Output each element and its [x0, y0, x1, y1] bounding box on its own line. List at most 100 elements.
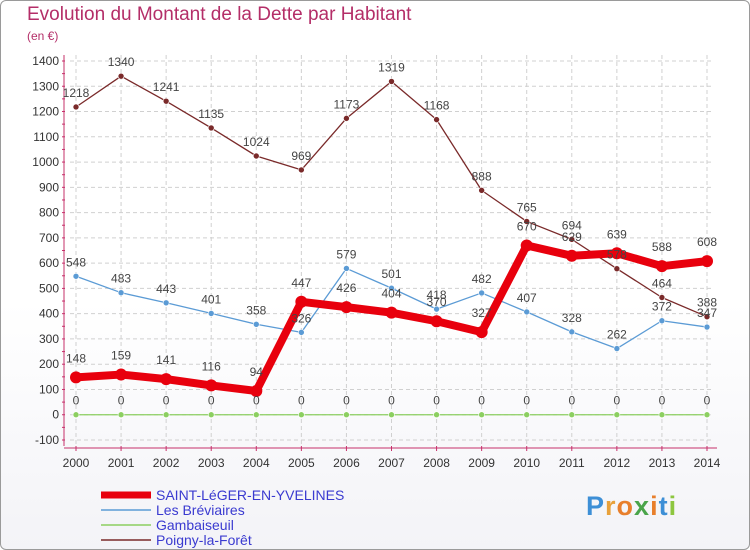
- data-label: 443: [156, 282, 176, 296]
- data-point: [565, 249, 578, 262]
- x-tick-label: 2011: [559, 456, 585, 470]
- data-label: 326: [291, 311, 311, 325]
- data-label: 765: [517, 200, 537, 214]
- logo-letter: x: [634, 491, 651, 521]
- x-tick-label: 2008: [423, 456, 450, 470]
- data-label: 426: [336, 281, 356, 295]
- data-label: 501: [381, 267, 401, 281]
- logo-letter: o: [616, 491, 635, 521]
- data-point: [613, 265, 621, 272]
- data-label: 0: [704, 394, 711, 408]
- data-point: [162, 299, 170, 307]
- data-point: [207, 310, 215, 317]
- data-label: 0: [163, 394, 170, 408]
- data-point: [388, 411, 395, 419]
- data-point: [703, 411, 711, 419]
- data-point: [613, 411, 621, 419]
- data-label: 1319: [378, 60, 405, 74]
- logo-letter: P: [586, 491, 606, 521]
- data-label: 388: [697, 296, 717, 310]
- data-label: 482: [472, 272, 492, 286]
- legend-label: SAINT-LéGER-EN-YVELINES: [156, 487, 344, 503]
- data-point: [520, 239, 533, 252]
- data-point: [523, 308, 531, 316]
- data-label: 629: [562, 230, 582, 244]
- data-label: 0: [343, 394, 350, 408]
- data-point: [658, 317, 666, 325]
- logo-letter: i: [668, 491, 678, 521]
- data-point: [658, 411, 666, 419]
- data-label: 372: [652, 300, 672, 314]
- data-point: [205, 379, 218, 392]
- data-point: [160, 373, 173, 386]
- y-tick-label: 700: [39, 231, 59, 245]
- data-label: 483: [111, 272, 131, 286]
- data-point: [523, 218, 531, 225]
- x-tick-label: 2013: [649, 456, 676, 470]
- y-tick-label: 800: [39, 206, 59, 220]
- axes: -100010020030040050060070080090010001100…: [32, 54, 720, 470]
- data-point: [613, 345, 621, 352]
- x-tick-label: 2009: [468, 456, 495, 470]
- data-point: [295, 295, 308, 308]
- data-point: [162, 97, 170, 105]
- data-label: 588: [652, 240, 672, 254]
- data-label: 1241: [153, 80, 180, 94]
- data-label: 0: [253, 394, 260, 408]
- data-point: [250, 384, 263, 397]
- data-point: [701, 255, 713, 268]
- data-point: [388, 78, 395, 85]
- x-tick-label: 2014: [694, 456, 721, 470]
- data-label: 0: [388, 394, 395, 408]
- x-tick-label: 2002: [153, 456, 180, 470]
- data-label: 328: [562, 311, 582, 325]
- data-label: 94: [250, 365, 264, 379]
- data-point: [385, 306, 398, 319]
- data-point: [568, 411, 576, 419]
- data-label: 0: [478, 394, 485, 408]
- x-tick-label: 2004: [243, 456, 270, 470]
- y-tick-label: 200: [39, 357, 59, 371]
- data-point: [72, 411, 80, 419]
- logo-letter: r: [605, 491, 617, 521]
- data-label: 0: [614, 394, 621, 408]
- data-point: [117, 72, 125, 80]
- y-tick-label: 1100: [33, 130, 59, 144]
- data-label: 370: [427, 295, 447, 309]
- y-tick-label: 1400: [32, 54, 59, 68]
- x-tick-label: 2006: [333, 456, 360, 470]
- data-label: 578: [607, 248, 627, 262]
- data-point: [343, 265, 350, 272]
- data-label: 0: [208, 394, 215, 408]
- data-point: [252, 152, 260, 160]
- data-label: 464: [652, 276, 672, 290]
- proxiti-logo: Proxiti: [586, 491, 677, 522]
- y-tick-label: 1200: [32, 105, 59, 119]
- legend-label: Les Bréviaires: [156, 502, 245, 518]
- data-point: [430, 315, 443, 328]
- chart-title: Evolution du Montant de la Dette par Hab…: [27, 4, 412, 25]
- data-point: [433, 411, 440, 419]
- grid-lines: [70, 55, 713, 446]
- data-label: 418: [427, 288, 447, 302]
- y-tick-label: 100: [39, 382, 59, 396]
- data-label: 888: [472, 169, 492, 183]
- data-point: [388, 284, 395, 292]
- x-tick-label: 2005: [288, 456, 315, 470]
- data-label: 358: [246, 303, 266, 317]
- data-point: [433, 116, 440, 123]
- data-point: [298, 166, 305, 174]
- x-tick-label: 2010: [513, 456, 540, 470]
- y-tick-label: 500: [39, 281, 59, 295]
- y-tick-label: 1300: [32, 79, 59, 93]
- data-point: [703, 323, 711, 331]
- data-point: [162, 411, 170, 419]
- data-point: [610, 247, 623, 260]
- data-point: [207, 411, 215, 419]
- data-label: 0: [523, 394, 530, 408]
- data-point: [117, 289, 125, 296]
- logo-letter: t: [658, 491, 669, 521]
